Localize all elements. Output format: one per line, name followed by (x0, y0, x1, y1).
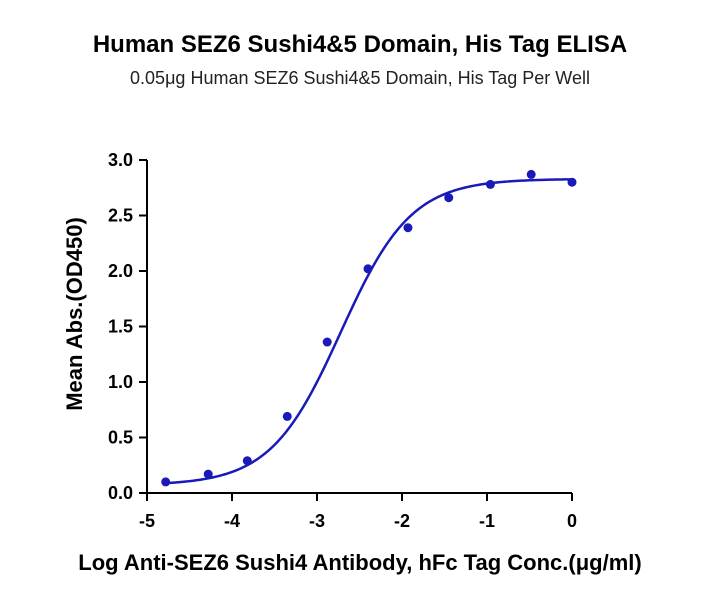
data-point (444, 193, 454, 203)
data-point (403, 223, 413, 233)
y-tick-label: 3.0 (108, 150, 133, 170)
x-tick-label: -4 (224, 511, 240, 531)
x-tick-label: -3 (309, 511, 325, 531)
y-tick-label: 1.5 (108, 317, 133, 337)
plot-area: -5 -4 -3 -2 -1 0 0.0 0.5 1.0 1.5 2.0 2.5 3.0 (108, 150, 577, 531)
data-point (242, 456, 252, 466)
data-point (282, 411, 292, 421)
chart-subtitle: 0.05μg Human SEZ6 Sushi4&5 Domain, His T… (130, 68, 590, 88)
x-tick-label: -2 (394, 511, 410, 531)
y-tick-label: 0.0 (108, 483, 133, 503)
data-point (322, 337, 332, 347)
data-point (161, 477, 171, 487)
y-tick-label: 2.5 (108, 206, 133, 226)
y-tick-label: 0.5 (108, 428, 133, 448)
data-point (363, 264, 373, 274)
data-point (485, 179, 495, 189)
x-tick-label: -5 (139, 511, 155, 531)
x-axis-label: Log Anti-SEZ6 Sushi4 Antibody, hFc Tag C… (78, 550, 641, 575)
data-point (567, 177, 577, 187)
data-point (203, 469, 213, 479)
y-axis-label: Mean Abs.(OD450) (62, 217, 87, 411)
y-tick-label: 2.0 (108, 261, 133, 281)
y-tick-label: 1.0 (108, 372, 133, 392)
chart-title: Human SEZ6 Sushi4&5 Domain, His Tag ELIS… (93, 31, 627, 58)
x-tick-label: 0 (567, 511, 577, 531)
fit-curve (165, 178, 573, 485)
data-point (526, 169, 536, 179)
x-tick-label: -1 (479, 511, 495, 531)
